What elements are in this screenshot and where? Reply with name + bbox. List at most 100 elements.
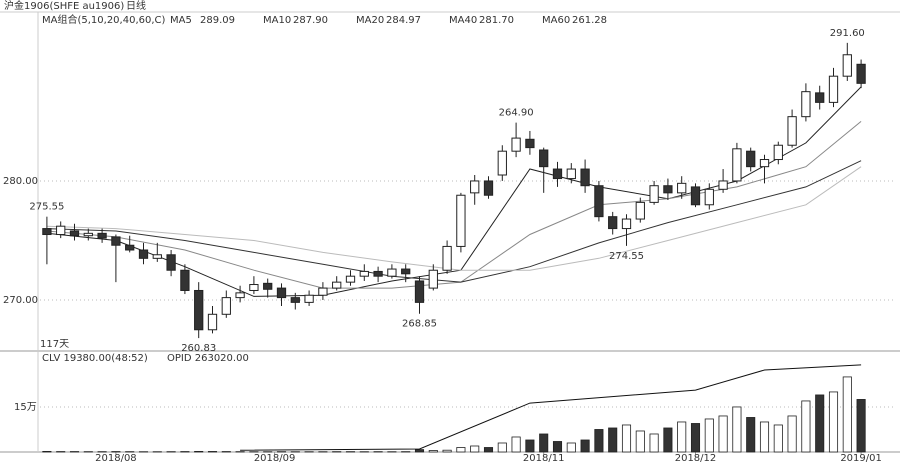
volume-bar — [719, 416, 727, 452]
candle-body — [346, 276, 354, 282]
y-tick-label: 280.00 — [3, 176, 38, 187]
candle-body — [139, 250, 147, 258]
volume-bar — [622, 425, 630, 452]
candle-body — [484, 181, 492, 195]
volume-bar — [857, 399, 865, 452]
candle-body — [471, 181, 479, 193]
candle-body — [636, 202, 644, 219]
legend-name: MA20 — [356, 15, 384, 26]
volume-bar — [733, 407, 741, 452]
period[interactable]: 日线 — [126, 0, 146, 12]
candle-body — [705, 189, 713, 204]
candle-body — [374, 271, 382, 276]
volume-legend: OPID 263020.00 — [167, 353, 249, 364]
candle-body — [829, 76, 837, 102]
volume-bar — [691, 423, 699, 452]
volume-bar — [747, 417, 755, 452]
candle-body — [581, 169, 589, 186]
legend-name: MA40 — [449, 15, 477, 26]
candle-body — [84, 233, 92, 235]
legend-value: 261.28 — [572, 15, 607, 26]
candle-body — [388, 269, 396, 276]
annotation: 274.55 — [609, 251, 644, 262]
candle-body — [774, 145, 782, 159]
y-tick-label: 270.00 — [3, 295, 38, 306]
candle-body — [305, 295, 313, 302]
annotation: 268.85 — [402, 319, 437, 330]
candle-body — [222, 298, 230, 315]
candle-body — [195, 290, 203, 329]
legend-value: 281.70 — [479, 15, 514, 26]
volume-bar — [664, 428, 672, 452]
candle-body — [540, 150, 548, 167]
volume-bar — [443, 450, 451, 452]
annotation: 275.55 — [29, 202, 64, 213]
volume-bar — [581, 440, 589, 452]
volume-bar — [705, 419, 713, 452]
v-tick-label: 15万 — [14, 402, 37, 413]
volume-bar — [843, 377, 851, 452]
candle-body — [664, 186, 672, 193]
symbol-title: 沪金1906(SHFE au1906) — [4, 0, 124, 12]
candle-body — [747, 151, 755, 166]
candle-body — [678, 183, 686, 193]
candle-body — [843, 55, 851, 76]
candle-body — [457, 195, 465, 246]
x-tick-label: 2018/08 — [95, 453, 137, 464]
legend-value: 289.09 — [200, 15, 235, 26]
volume-bar — [816, 395, 824, 452]
volume-bar — [457, 447, 465, 452]
candle-body — [443, 246, 451, 270]
volume-bar — [609, 428, 617, 452]
annotation: 264.90 — [499, 108, 534, 119]
x-tick-label: 2018/11 — [523, 453, 565, 464]
candle-body — [167, 255, 175, 270]
candle-body — [595, 186, 603, 217]
candle-body — [70, 231, 78, 236]
volume-bar — [484, 447, 492, 452]
candle-body — [236, 293, 244, 298]
candle-body — [291, 298, 299, 303]
candle-body — [126, 245, 134, 250]
volume-bar — [774, 425, 782, 452]
candle-body — [609, 217, 617, 229]
candle-body — [277, 288, 285, 298]
candle-body — [760, 160, 768, 167]
volume-bar — [498, 443, 506, 452]
annotation: 291.60 — [830, 28, 865, 39]
candle-body — [553, 169, 561, 179]
candle-body — [429, 270, 437, 288]
candle-body — [788, 117, 796, 146]
candle-body — [98, 233, 106, 238]
candle-body — [264, 283, 272, 289]
candle-body — [691, 187, 699, 205]
candle-body — [567, 169, 575, 179]
legend-name: MA5 — [170, 15, 192, 26]
candle-body — [816, 93, 824, 103]
candle-body — [112, 237, 120, 245]
candle-body — [360, 271, 368, 276]
volume-bar — [678, 422, 686, 452]
volume-bar — [760, 422, 768, 452]
candle-body — [498, 151, 506, 175]
volume-bar — [415, 450, 423, 452]
volume-bar — [208, 451, 216, 452]
volume-bar — [43, 451, 51, 452]
ma-group[interactable]: MA组合(5,10,20,40,60,C) — [42, 13, 166, 26]
legend-name: MA60 — [542, 15, 570, 26]
candle-body — [333, 282, 341, 288]
candle-body — [650, 186, 658, 203]
legend-name: MA10 — [263, 15, 291, 26]
x-tick-label: 2018/12 — [675, 453, 717, 464]
volume-bar — [636, 431, 644, 452]
volume-bar — [650, 434, 658, 452]
candle-body — [402, 269, 410, 274]
candle-body — [512, 138, 520, 151]
candle-body — [319, 288, 327, 295]
candle-body — [153, 255, 161, 259]
x-tick-label: 2018/09 — [254, 453, 296, 464]
candle-body — [208, 314, 216, 329]
candle-body — [181, 270, 189, 290]
